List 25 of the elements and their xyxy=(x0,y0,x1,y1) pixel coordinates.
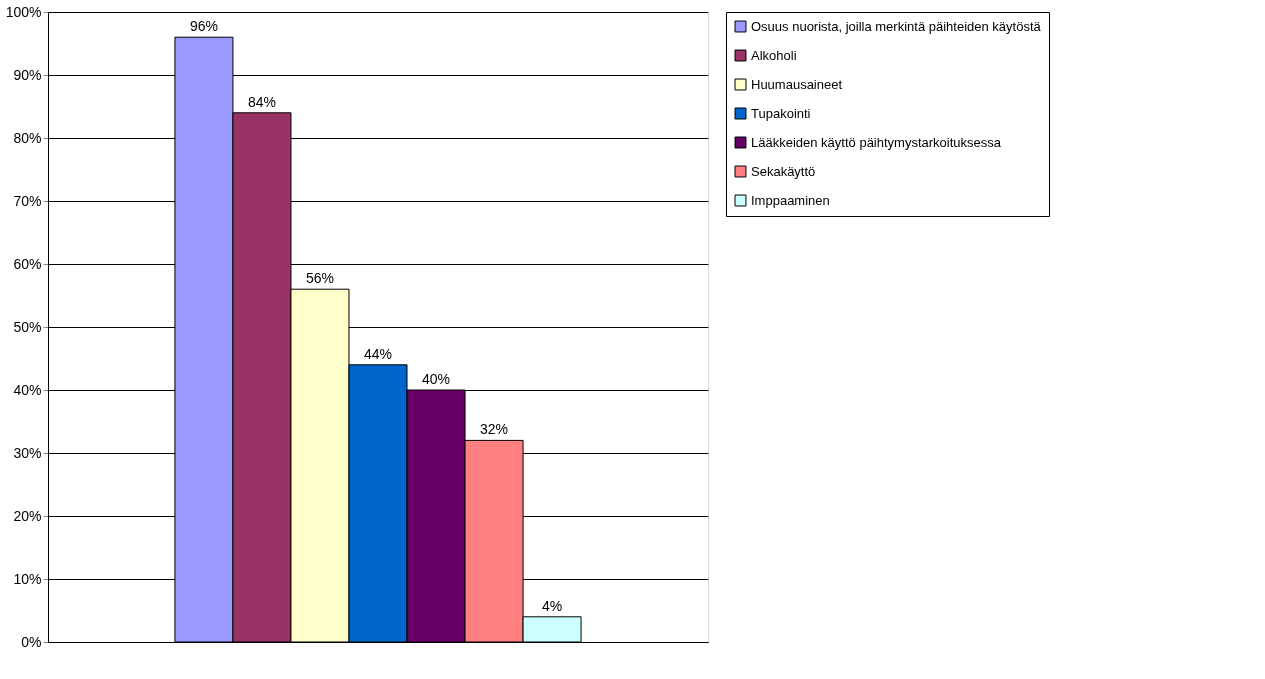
y-tick-label: 40% xyxy=(13,381,42,398)
data-label: 96% xyxy=(189,18,218,35)
data-label: 4% xyxy=(541,597,563,614)
y-tick-label: 70% xyxy=(13,192,42,209)
y-tick-label: 60% xyxy=(13,255,42,272)
legend-label: Imppaaminen xyxy=(751,192,830,208)
y-tick-label: 100% xyxy=(5,3,42,20)
legend-label: Sekakäyttö xyxy=(751,163,816,179)
data-label: 84% xyxy=(247,93,276,110)
y-tick-label: 0% xyxy=(21,633,42,650)
data-label: 40% xyxy=(422,371,451,387)
legend-label: Tupakointi xyxy=(751,105,811,121)
data-label: 32% xyxy=(480,421,509,438)
legend-label: Huumausaineet xyxy=(751,76,843,92)
data-label: 56% xyxy=(305,270,334,287)
y-tick-label: 20% xyxy=(13,507,42,524)
y-tick-label: 30% xyxy=(13,444,42,461)
legend-label: Alkoholi xyxy=(751,47,797,63)
y-tick-label: 10% xyxy=(13,570,42,587)
y-tick-label: 50% xyxy=(13,318,42,335)
legend-label: Lääkkeiden käyttö päihtymystarkoituksessa xyxy=(751,134,1002,150)
data-label: 44% xyxy=(363,345,393,362)
y-tick-label: 80% xyxy=(13,129,42,146)
y-tick-label: 90% xyxy=(13,66,42,83)
legend-label: Osuus nuorista, joilla merkintä päihteiden käytöstä xyxy=(751,18,1042,34)
